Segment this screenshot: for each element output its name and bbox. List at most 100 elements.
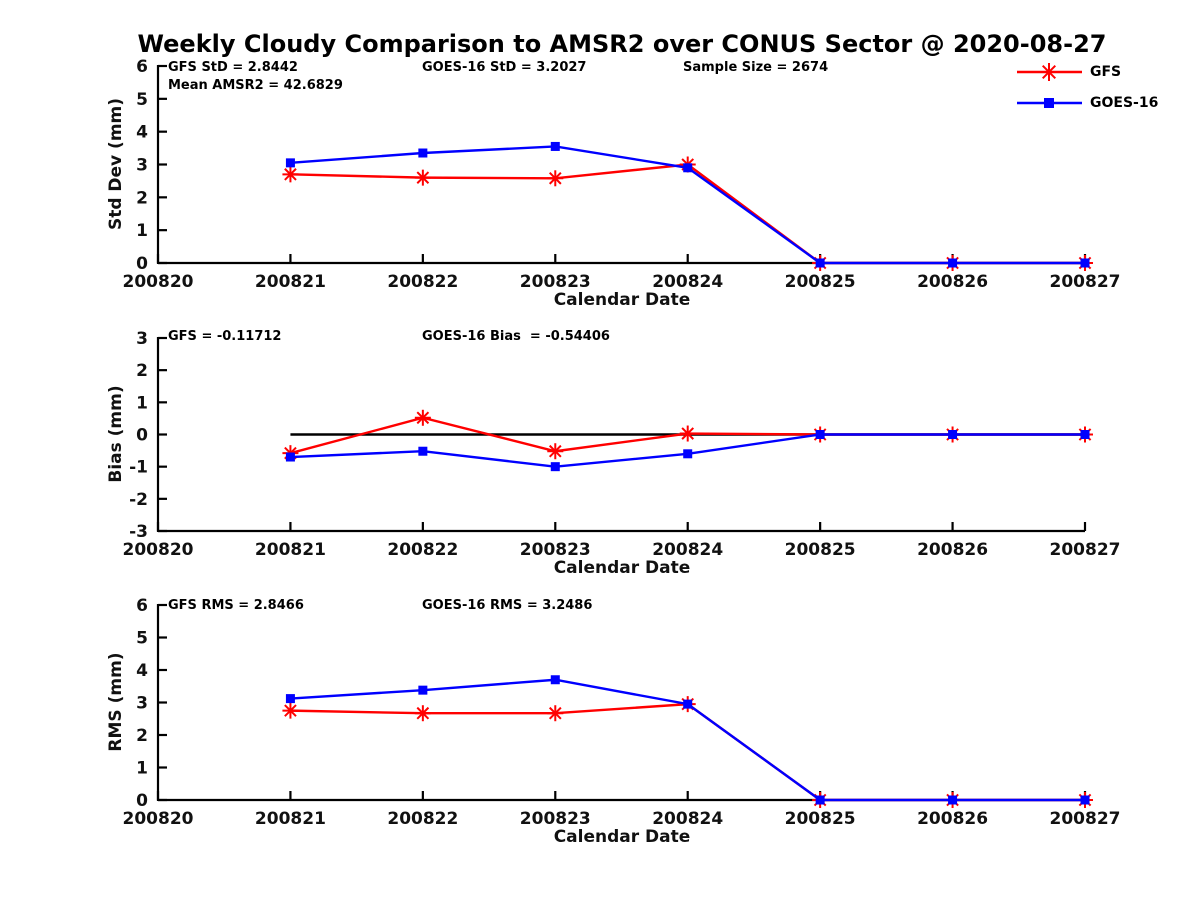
gfs-marker — [414, 705, 431, 722]
x-tick-label: 200826 — [917, 809, 988, 829]
goes16-marker — [683, 699, 693, 709]
goes16-marker — [285, 158, 295, 168]
annotation-gfs-bias: GFS = -0.11712 — [168, 329, 282, 344]
goes16-marker — [418, 446, 428, 456]
x-tick-label: 200824 — [652, 540, 723, 560]
annotation-goes16-bias: GOES-16 Bias = -0.54406 — [422, 329, 610, 344]
goes16-marker — [1080, 795, 1090, 805]
subplot-bias: -3 -2 -1 0 1 2 3 200820 200821 200822 200823 200824… — [123, 329, 1121, 560]
subplot-rms: 0 1 2 3 4 5 6 200820 200821 200822 200823 200824 200… — [123, 596, 1121, 829]
goes16-marker — [550, 675, 560, 685]
y-axis-label-bias: Bias (mm) — [106, 385, 126, 483]
y-tick-label: 5 — [136, 629, 148, 649]
legend-marker — [1044, 98, 1054, 108]
y-axis-label-rms: RMS (mm) — [106, 652, 126, 752]
x-tick-label: 200823 — [520, 540, 591, 560]
y-tick-label: 3 — [136, 694, 148, 714]
x-tick-label: 200825 — [785, 272, 856, 292]
y-tick-label: 4 — [136, 661, 148, 681]
goes16-marker — [683, 163, 693, 173]
gfs-marker — [282, 702, 299, 719]
y-tick-label: 3 — [136, 156, 148, 176]
legend-label-goes16: GOES-16 — [1090, 95, 1159, 111]
x-tick-label: 200826 — [917, 540, 988, 560]
goes16-marker — [948, 795, 958, 805]
x-tick-label: 200821 — [255, 272, 326, 292]
goes16-marker — [550, 462, 560, 472]
goes16-marker — [815, 258, 825, 268]
goes16-marker — [948, 258, 958, 268]
y-tick-label: 0 — [136, 426, 148, 446]
y-tick-label: 0 — [136, 254, 148, 274]
x-tick-label: 200825 — [785, 809, 856, 829]
x-tick-label: 200822 — [387, 540, 458, 560]
y-tick-label: 3 — [136, 329, 148, 349]
goes16-marker — [1080, 430, 1090, 439]
annotation-goes16-std: GOES-16 StD = 3.2027 — [422, 60, 587, 75]
gfs-marker — [414, 169, 431, 186]
annotation-mean-amsr2: Mean AMSR2 = 42.6829 — [168, 78, 343, 93]
y-tick-label: 2 — [136, 188, 148, 208]
goes16-marker — [285, 694, 295, 704]
x-tick-label: 200822 — [387, 272, 458, 292]
x-tick-label: 200820 — [123, 272, 194, 292]
gfs-marker — [547, 170, 564, 187]
x-tick-label: 200820 — [123, 809, 194, 829]
x-tick-label: 200820 — [123, 540, 194, 560]
gfs-marker — [282, 166, 299, 183]
y-tick-label: 1 — [136, 759, 148, 779]
x-tick-label: 200824 — [652, 272, 723, 292]
y-tick-label: -3 — [129, 522, 148, 542]
y-tick-label: 1 — [136, 393, 148, 413]
gfs-marker — [679, 425, 696, 442]
goes16-marker — [418, 685, 428, 695]
x-axis-label-bias: Calendar Date — [553, 558, 691, 578]
legend-sample-gfs — [1017, 63, 1082, 81]
y-tick-label: 0 — [136, 791, 148, 811]
x-tick-label: 200824 — [652, 809, 723, 829]
legend-sample-goes16 — [1017, 98, 1082, 108]
x-tick-label: 200827 — [1050, 540, 1121, 560]
x-axis-label-stddev: Calendar Date — [553, 290, 691, 310]
x-tick-label: 200821 — [255, 540, 326, 560]
legend-marker — [1040, 63, 1058, 81]
annotation-gfs-rms: GFS RMS = 2.8466 — [168, 598, 304, 613]
y-tick-label: 2 — [136, 361, 148, 381]
y-tick-label: 6 — [136, 57, 148, 77]
y-tick-label: 4 — [136, 123, 148, 143]
gfs-line — [290, 163, 1085, 265]
y-tick-label: 2 — [136, 726, 148, 746]
x-tick-label: 200823 — [520, 272, 591, 292]
goes16-marker — [285, 452, 295, 462]
y-axis-label-stddev: Std Dev (mm) — [106, 97, 126, 231]
y-tick-label: -2 — [129, 490, 148, 510]
x-tick-label: 200821 — [255, 809, 326, 829]
goes16-marker — [418, 148, 428, 158]
goes16-marker — [683, 449, 693, 459]
annotation-sample-size: Sample Size = 2674 — [683, 60, 829, 75]
y-tick-label: -1 — [129, 458, 148, 478]
y-tick-label: 5 — [136, 90, 148, 110]
gfs-line — [290, 702, 1085, 802]
x-tick-label: 200825 — [785, 540, 856, 560]
goes16-marker — [815, 795, 825, 805]
x-tick-label: 200823 — [520, 809, 591, 829]
x-tick-label: 200826 — [917, 272, 988, 292]
goes16-marker — [550, 141, 560, 151]
gfs-marker — [547, 443, 564, 460]
chart-title: Weekly Cloudy Comparison to AMSR2 over C… — [137, 30, 1107, 58]
goes16-marker — [815, 430, 825, 439]
y-tick-label: 1 — [136, 221, 148, 241]
goes16-marker — [948, 430, 958, 439]
x-tick-label: 200827 — [1050, 809, 1121, 829]
x-tick-label: 200827 — [1050, 272, 1121, 292]
annotation-gfs-std: GFS StD = 2.8442 — [168, 60, 298, 75]
x-axis-label-rms: Calendar Date — [553, 827, 691, 847]
gfs-marker — [547, 705, 564, 722]
y-tick-label: 6 — [136, 596, 148, 616]
annotation-goes16-rms: GOES-16 RMS = 3.2486 — [422, 598, 593, 613]
legend-label-gfs: GFS — [1090, 64, 1122, 80]
x-tick-label: 200822 — [387, 809, 458, 829]
